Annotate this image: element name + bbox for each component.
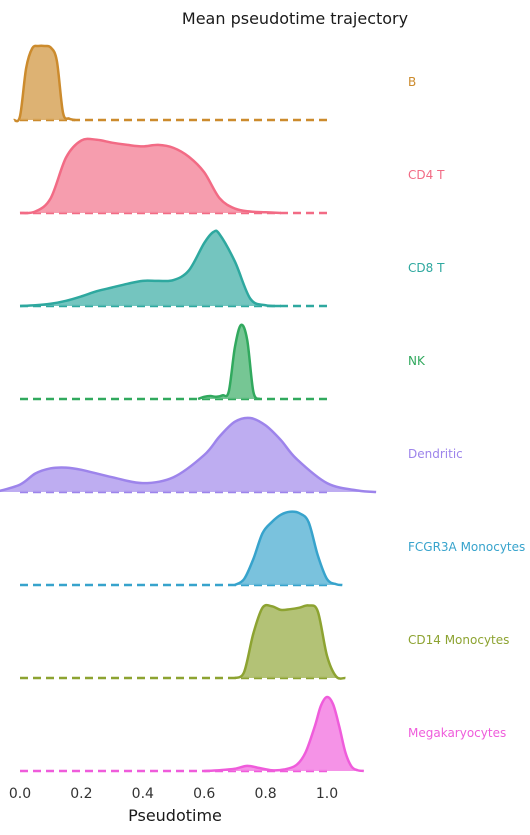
row-label-dendritic: Dendritic xyxy=(408,447,463,461)
density-area-b xyxy=(13,45,76,122)
density-area-cd14-monocytes xyxy=(234,605,346,679)
x-tick-label: 1.0 xyxy=(316,786,338,802)
density-area-fcgr3a-monocytes xyxy=(234,511,343,585)
row-label-fcgr3a-monocytes: FCGR3A Monocytes xyxy=(408,540,525,554)
density-line-cd4-t xyxy=(19,137,282,215)
density-area-megakaryocytes xyxy=(204,696,364,771)
x-axis-label: Pseudotime xyxy=(128,806,222,825)
density-line-nk xyxy=(197,323,261,401)
ridge-fcgr3a-monocytes: FCGR3A Monocytes xyxy=(20,510,525,587)
density-area-cd8-t xyxy=(20,230,281,307)
row-label-cd14-monocytes: CD14 Monocytes xyxy=(408,633,509,647)
ridge-dendritic: Dendritic xyxy=(0,416,463,494)
x-tick-label: 0.6 xyxy=(193,786,215,802)
row-label-cd8-t: CD8 T xyxy=(408,261,445,275)
density-line-megakaryocytes xyxy=(204,695,364,773)
row-label-megakaryocytes: Megakaryocytes xyxy=(408,726,506,740)
ridge-cd8-t: CD8 T xyxy=(19,229,445,308)
ridge-cd4-t: CD4 T xyxy=(19,137,445,215)
x-tick-label: 0.2 xyxy=(70,786,92,802)
density-area-nk xyxy=(198,324,260,399)
ridge-b: B xyxy=(13,44,416,123)
density-line-cd8-t xyxy=(19,229,282,308)
density-line-dendritic xyxy=(0,416,377,494)
ridge-cd14-monocytes: CD14 Monocytes xyxy=(20,603,509,680)
x-axis-ticks: 0.0 0.2 0.4 0.6 0.8 1.0 xyxy=(9,786,338,802)
ridges-group: B CD4 T CD8 T NK Dendritic FCGR3A Monocytes CD… xyxy=(0,44,525,773)
row-label-cd4-t: CD4 T xyxy=(408,168,445,182)
ridge-nk: NK xyxy=(20,323,426,401)
chart-title: Mean pseudotime trajectory xyxy=(182,9,408,28)
density-line-cd14-monocytes xyxy=(234,603,346,680)
row-label-b: B xyxy=(408,75,416,89)
density-line-fcgr3a-monocytes xyxy=(234,510,343,587)
ridge-megakaryocytes: Megakaryocytes xyxy=(20,695,506,773)
row-label-nk: NK xyxy=(408,354,426,368)
density-area-dendritic xyxy=(0,417,377,492)
x-tick-label: 0.0 xyxy=(9,786,31,802)
x-tick-label: 0.8 xyxy=(254,786,276,802)
density-line-b xyxy=(13,44,76,123)
x-tick-label: 0.4 xyxy=(132,786,154,802)
